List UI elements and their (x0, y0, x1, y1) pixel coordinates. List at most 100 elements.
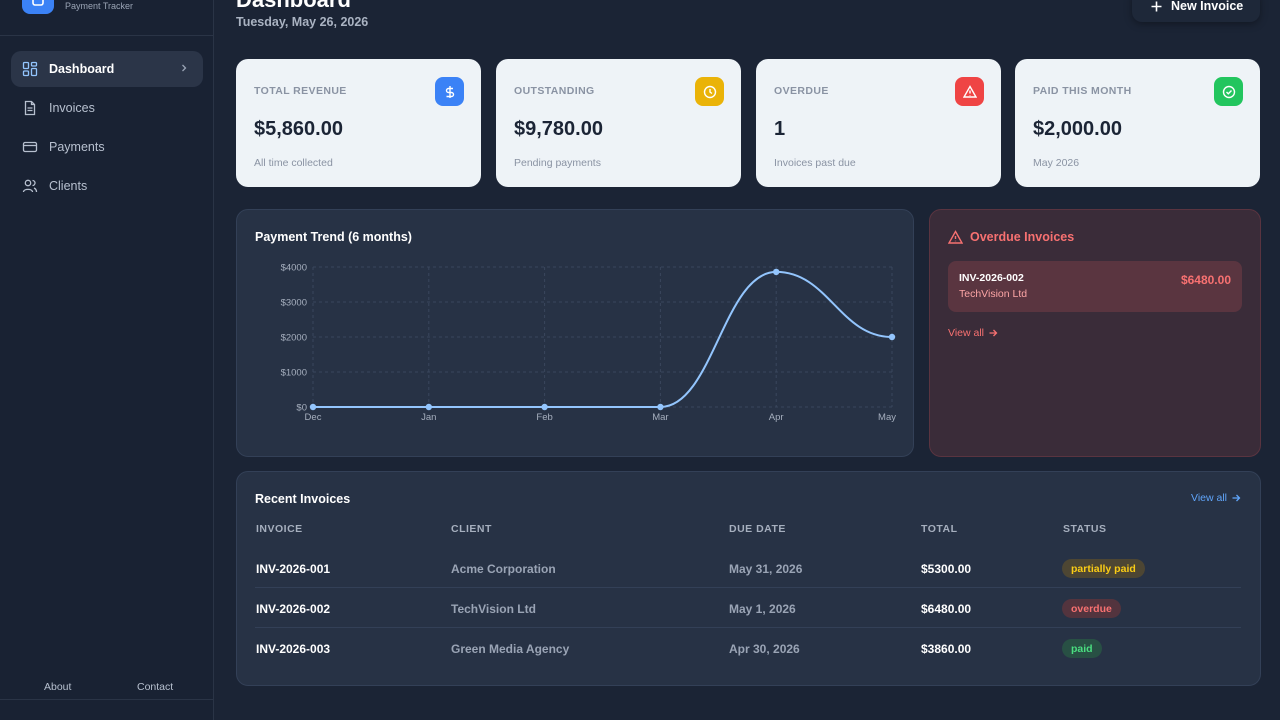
data-point (425, 403, 432, 411)
x-tick-label: Dec (305, 412, 322, 423)
dollar-icon (435, 77, 464, 106)
invoice-id: INV-2026-002 (256, 602, 331, 616)
sidebar-item-label: Payments (49, 140, 105, 154)
invoice-client: Green Media Agency (451, 642, 570, 656)
payment-trend-panel: Payment Trend (6 months) $0 $1000 $2000 $30… (236, 209, 914, 457)
arrow-right-icon (1231, 493, 1241, 503)
payment-trend-chart: $0 $1000 $2000 $3000 $4000 Dec Jan Feb Mar Apr May (281, 263, 897, 424)
y-tick-label: $1000 (281, 368, 307, 379)
stat-value: $9,780.00 (514, 118, 603, 140)
data-point (541, 403, 548, 411)
chart-title: Payment Trend (6 months) (255, 230, 412, 244)
y-tick-label: $3000 (281, 298, 307, 309)
stat-subtitle: Pending payments (514, 157, 601, 169)
x-tick-label: Jan (421, 412, 436, 423)
data-point (888, 333, 896, 341)
data-point (657, 403, 664, 411)
table-row[interactable]: INV-2026-003 Green Media Agency Apr 30, … (255, 628, 1241, 668)
stat-subtitle: May 2026 (1033, 157, 1080, 169)
brand-subtitle: Payment Tracker (65, 1, 134, 11)
overdue-invoice-id: INV-2026-002 (959, 272, 1024, 284)
plus-icon (1150, 0, 1163, 13)
users-icon (22, 178, 38, 194)
sidebar-item-clients[interactable]: Clients (11, 168, 203, 204)
data-point (773, 268, 780, 276)
sidebar: Payment Tracker Dashboard Invoices (0, 0, 214, 720)
stat-value: 1 (774, 118, 786, 140)
table-row[interactable]: INV-2026-001 Acme Corporation May 31, 20… (255, 548, 1241, 588)
sidebar-item-payments[interactable]: Payments (11, 129, 203, 165)
sidebar-item-label: Clients (49, 179, 88, 193)
column-header-status: STATUS (1063, 523, 1107, 535)
invoice-client: Acme Corporation (451, 562, 556, 576)
invoice-id: INV-2026-001 (256, 562, 331, 576)
x-tick-label: May (878, 412, 896, 423)
view-all-label: View all (1191, 492, 1227, 504)
overdue-invoice-client: TechVision Ltd (959, 288, 1028, 300)
stat-label: PAID THIS MONTH (1033, 85, 1132, 97)
y-tick-label: $2000 (281, 333, 307, 344)
stat-label: OUTSTANDING (514, 85, 595, 97)
invoice-due-date: May 1, 2026 (729, 602, 796, 616)
overdue-title: Overdue Invoices (970, 230, 1075, 244)
chevron-right-icon (178, 62, 190, 74)
stat-card-overdue: OVERDUE 1 Invoices past due (756, 59, 1001, 187)
sidebar-item-dashboard[interactable]: Dashboard (11, 51, 203, 87)
sidebar-item-label: Dashboard (49, 62, 115, 76)
recent-view-all-link[interactable]: View all (1191, 492, 1241, 504)
invoice-due-date: Apr 30, 2026 (729, 642, 800, 656)
overdue-view-all-link[interactable]: View all (948, 327, 998, 339)
overdue-invoice-amount: $6480.00 (1180, 273, 1231, 287)
view-all-label: View all (948, 327, 984, 339)
status-badge: partially paid (1062, 559, 1145, 578)
stat-label: TOTAL REVENUE (254, 85, 347, 97)
stat-value: $5,860.00 (254, 118, 343, 140)
warning-icon (948, 230, 963, 245)
x-tick-label: Mar (652, 412, 668, 423)
recent-invoices-title: Recent Invoices (255, 492, 351, 506)
overdue-invoice-item[interactable]: INV-2026-002 TechVision Ltd $6480.00 (948, 261, 1242, 312)
stat-label: OVERDUE (774, 85, 829, 97)
stat-subtitle: All time collected (254, 157, 333, 169)
data-point (309, 403, 317, 411)
table-row[interactable]: INV-2026-002 TechVision Ltd May 1, 2026 … (255, 588, 1241, 628)
contact-link[interactable]: Contact (137, 681, 174, 693)
app-logo-icon[interactable] (22, 0, 54, 14)
y-tick-label: $0 (296, 403, 307, 414)
stat-subtitle: Invoices past due (774, 157, 856, 169)
column-header-invoice: INVOICE (256, 523, 303, 535)
invoice-id: INV-2026-003 (256, 642, 331, 656)
column-header-client: CLIENT (451, 523, 492, 535)
brand: Payment Tracker (0, 0, 213, 36)
stat-value: $2,000.00 (1033, 118, 1122, 140)
dashboard-icon (22, 61, 38, 77)
invoice-client: TechVision Ltd (451, 602, 536, 616)
column-header-total: TOTAL (921, 523, 958, 535)
stat-card-total-revenue: TOTAL REVENUE $5,860.00 All time collect… (236, 59, 481, 187)
recent-invoices-panel: Recent Invoices View all INVOICE CLIENT … (236, 471, 1261, 686)
overdue-invoices-panel: Overdue Invoices INV-2026-002 TechVision… (929, 209, 1261, 457)
stat-card-outstanding: OUTSTANDING $9,780.00 Pending payments (496, 59, 741, 187)
invoice-total: $6480.00 (921, 602, 972, 616)
sidebar-item-label: Invoices (49, 101, 95, 115)
alert-icon (955, 77, 984, 106)
invoice-total: $5300.00 (921, 562, 972, 576)
clock-icon (695, 77, 724, 106)
sidebar-footer: About Contact (0, 672, 213, 700)
new-invoice-label: New Invoice (1171, 0, 1244, 13)
stat-card-paid-this-month: PAID THIS MONTH $2,000.00 May 2026 (1015, 59, 1260, 187)
status-badge: paid (1062, 639, 1102, 658)
invoice-total: $3860.00 (921, 642, 972, 656)
status-badge: overdue (1062, 599, 1121, 618)
check-circle-icon (1214, 77, 1243, 106)
column-header-due-date: DUE DATE (729, 523, 786, 535)
new-invoice-button[interactable]: New Invoice (1132, 0, 1260, 22)
y-tick-label: $4000 (281, 263, 307, 274)
sidebar-item-invoices[interactable]: Invoices (11, 90, 203, 126)
invoice-due-date: May 31, 2026 (729, 562, 803, 576)
arrow-right-icon (988, 328, 998, 338)
file-icon (22, 100, 38, 116)
page-date: Tuesday, May 26, 2026 (236, 15, 369, 29)
about-link[interactable]: About (44, 681, 72, 693)
series-line (313, 270, 893, 408)
